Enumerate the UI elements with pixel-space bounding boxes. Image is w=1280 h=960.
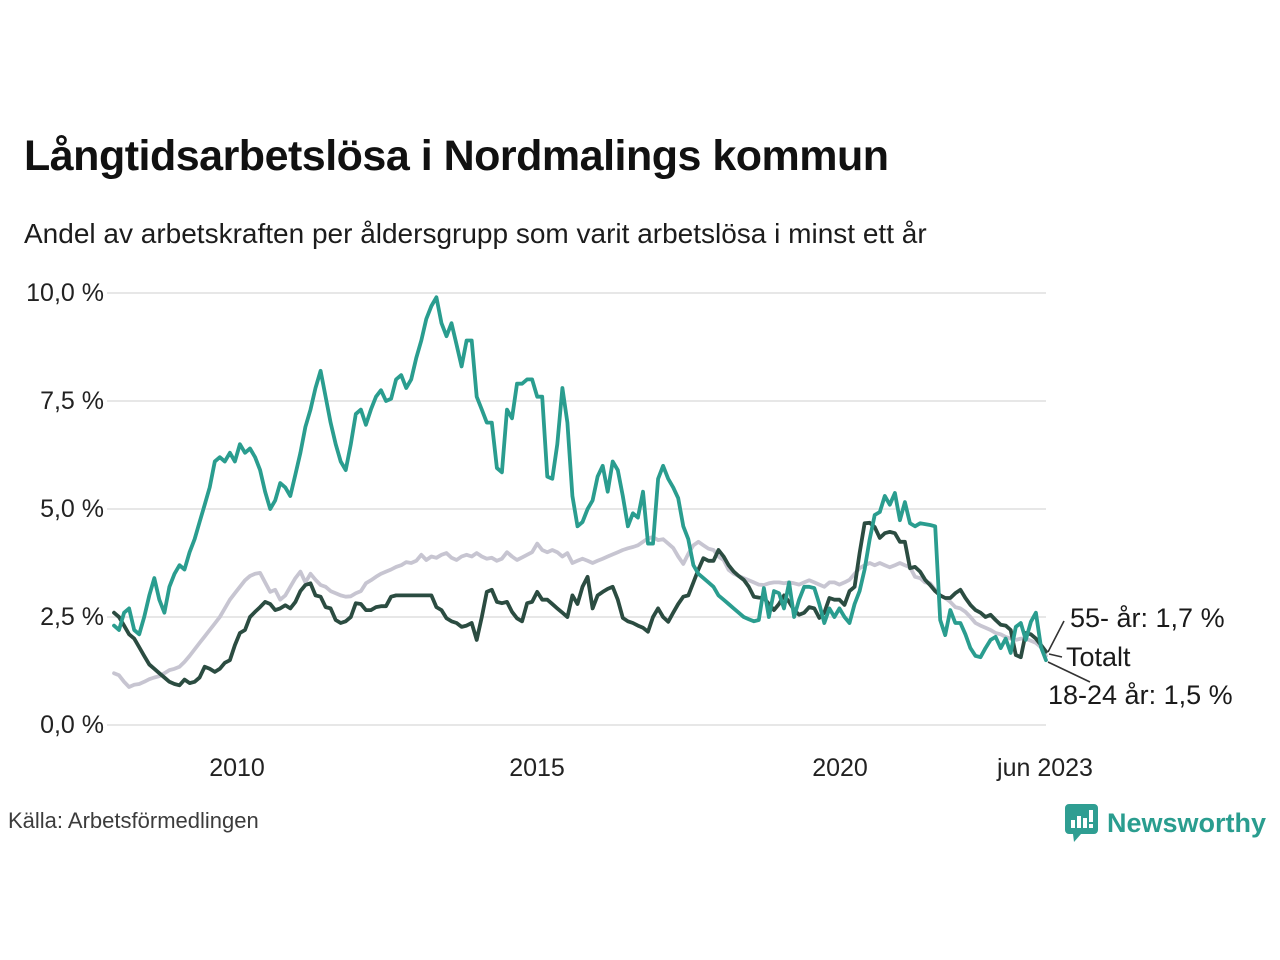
x-tick-label: 2010 [209, 754, 265, 782]
x-tick-label: 2015 [509, 754, 565, 782]
series-end-label-55: 55- år: 1,7 % [1070, 603, 1225, 633]
series-end-label-totalt: Totalt [1066, 642, 1131, 672]
y-tick-label: 10,0 % [26, 279, 104, 307]
series-lines [112, 295, 1048, 689]
gridlines [107, 292, 1046, 726]
leader-line-totalt [1048, 653, 1063, 658]
leader-lines [1047, 620, 1091, 683]
page-subtitle: Andel av arbetskraften per åldersgrupp s… [24, 218, 927, 249]
page-title: Långtidsarbetslösa i Nordmalings kommun [24, 132, 889, 180]
newsworthy-logo-icon [1064, 804, 1098, 842]
x-tick-label: 2020 [812, 754, 868, 782]
leader-line-55 [1047, 620, 1065, 653]
leader-line-1824 [1047, 661, 1091, 683]
newsworthy-logo: Newsworthy [1064, 804, 1266, 842]
newsworthy-logo-text: Newsworthy [1106, 807, 1266, 838]
source-note: Källa: Arbetsförmedlingen [8, 808, 259, 833]
series-line-55- år [112, 520, 1048, 688]
series-line-Totalt [112, 535, 1048, 689]
series-line-18-24 år [112, 295, 1048, 663]
y-tick-label: 5,0 % [40, 495, 104, 523]
y-tick-label: 2,5 % [40, 603, 104, 631]
y-tick-label: 7,5 % [40, 387, 104, 415]
y-tick-label: 0,0 % [40, 711, 104, 739]
series-end-label-1824: 18-24 år: 1,5 % [1048, 680, 1233, 710]
x-tick-label: jun 2023 [997, 754, 1093, 782]
